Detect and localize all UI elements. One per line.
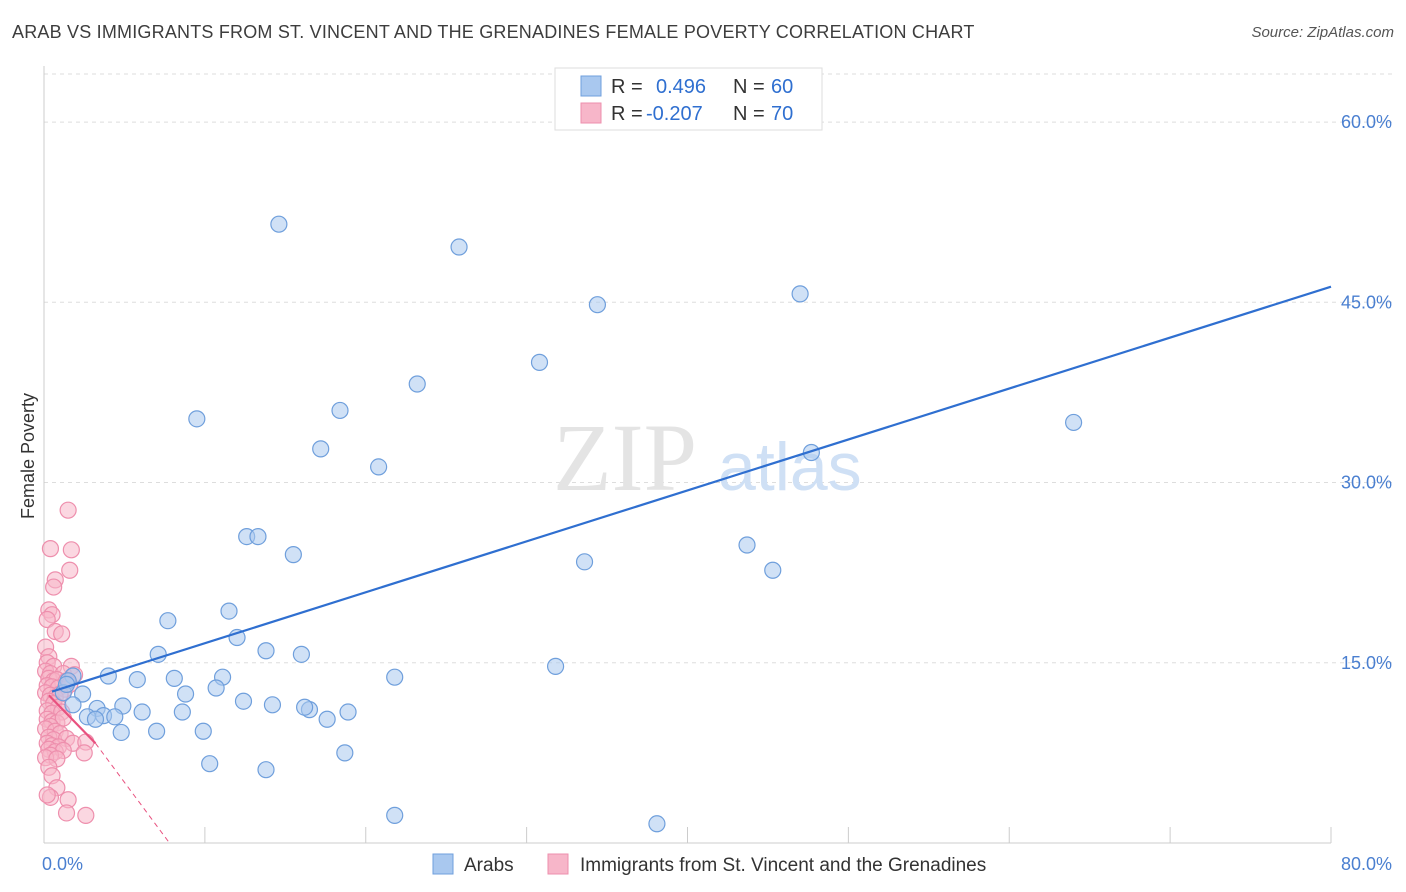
- immigrants-point-68: [57, 804, 76, 822]
- legend-n-value-1: 60: [771, 76, 793, 98]
- series-arabs-points: [54, 215, 1083, 833]
- x-axis-ticks: [204, 827, 1332, 843]
- bottom-legend-swatch-arabs: [432, 853, 454, 875]
- y-tick-label-2: 45.0%: [1341, 292, 1392, 312]
- legend-r-label-2: R =: [611, 103, 643, 125]
- source-credit: Source: ZipAtlas.com: [1251, 24, 1394, 41]
- immigrants-point-67: [38, 786, 56, 804]
- immigrants-point-10: [53, 625, 71, 643]
- watermark-zip: ZIP: [553, 404, 697, 511]
- y-tick-label-1: 30.0%: [1341, 473, 1392, 493]
- arabs-point-50: [318, 710, 336, 728]
- arabs-point-23: [292, 645, 310, 663]
- bottom-legend-immigrants: Immigrants from St. Vincent and the Gren…: [580, 855, 986, 876]
- immigrants-trend-extension: [95, 742, 170, 844]
- arabs-point-36: [176, 685, 195, 703]
- arabs-point-43: [296, 698, 314, 716]
- legend-swatch-immigrants: [580, 102, 602, 124]
- arabs-point-28: [128, 670, 146, 689]
- arabs-point-45: [173, 703, 191, 721]
- arabs-point-55: [336, 744, 354, 762]
- arabs-trend-line: [51, 285, 1332, 693]
- watermark: ZIP atlas: [553, 404, 862, 511]
- trend-lines: [48, 285, 1332, 844]
- arabs-point-5: [408, 375, 426, 393]
- immigrants-point-1: [41, 540, 60, 558]
- arabs-point-24: [546, 657, 565, 675]
- arabs-point-49: [106, 708, 124, 726]
- arabs-point-14: [284, 546, 302, 564]
- legend-n-label-2: N =: [733, 103, 765, 125]
- immigrants-point-5: [45, 578, 63, 596]
- legend-swatch-arabs: [580, 75, 602, 97]
- arabs-point-56: [201, 755, 219, 773]
- arabs-point-27: [165, 669, 183, 687]
- legend-r-value-1: 0.496: [656, 76, 706, 98]
- immigrants-point-61: [75, 744, 93, 762]
- arabs-point-46: [339, 703, 357, 721]
- arabs-point-44: [133, 703, 151, 721]
- arabs-point-2: [588, 296, 607, 314]
- arabs-point-35: [207, 679, 225, 697]
- x-tick-labels: 0.0% 80.0%: [42, 854, 1392, 874]
- arabs-point-10: [370, 458, 388, 476]
- arabs-point-13: [249, 528, 267, 546]
- arabs-point-19: [159, 612, 177, 630]
- x-tick-label-0: 0.0%: [42, 854, 83, 874]
- arabs-point-52: [194, 722, 212, 740]
- y-tick-labels: 15.0% 30.0% 45.0% 60.0%: [1341, 112, 1392, 673]
- legend-r-value-2: -0.207: [646, 103, 703, 125]
- watermark-atlas: atlas: [718, 429, 862, 505]
- immigrants-point-69: [77, 806, 95, 824]
- arabs-point-58: [386, 806, 404, 824]
- correlation-legend: R = 0.496 N = 60 R = -0.207 N = 70: [554, 67, 823, 131]
- arabs-point-54: [112, 723, 130, 742]
- y-axis-label: Female Poverty: [18, 393, 38, 519]
- arabs-point-8: [1064, 413, 1083, 432]
- immigrants-point-0: [59, 501, 77, 519]
- legend-n-value-2: 70: [771, 103, 793, 125]
- arabs-point-6: [331, 401, 349, 420]
- arabs-point-16: [738, 536, 756, 554]
- immigrants-trend-line: [48, 694, 97, 745]
- arabs-point-1: [450, 238, 468, 256]
- arabs-point-4: [530, 353, 549, 371]
- arabs-point-18: [220, 602, 238, 620]
- chart-title: ARAB VS IMMIGRANTS FROM ST. VINCENT AND …: [12, 22, 975, 42]
- arabs-point-53: [148, 722, 166, 740]
- arabs-point-51: [86, 710, 105, 728]
- immigrants-point-2: [62, 541, 80, 559]
- y-tick-label-0: 15.0%: [1341, 653, 1392, 673]
- immigrants-point-3: [61, 561, 79, 579]
- legend-r-label-1: R =: [611, 76, 643, 98]
- arabs-point-17: [764, 561, 782, 579]
- y-tick-label-3: 60.0%: [1341, 112, 1392, 132]
- series-legend: Arabs Immigrants from St. Vincent and th…: [432, 853, 986, 876]
- bottom-legend-arabs: Arabs: [464, 855, 514, 876]
- arabs-point-22: [257, 642, 275, 660]
- arabs-point-3: [791, 285, 809, 303]
- arabs-point-34: [74, 685, 92, 703]
- arabs-point-11: [802, 443, 820, 462]
- arabs-point-59: [648, 815, 666, 833]
- arabs-point-57: [257, 761, 275, 779]
- immigrants-point-8: [38, 610, 56, 629]
- arabs-point-25: [386, 668, 404, 686]
- arabs-point-38: [64, 696, 82, 714]
- legend-n-label-1: N =: [733, 76, 765, 98]
- arabs-point-7: [188, 410, 206, 428]
- x-tick-label-1: 80.0%: [1341, 854, 1392, 874]
- arabs-point-9: [312, 440, 330, 458]
- arabs-point-41: [263, 696, 282, 714]
- bottom-legend-swatch-immigrants: [547, 853, 569, 875]
- arabs-point-15: [575, 553, 594, 571]
- arabs-point-0: [270, 215, 288, 233]
- arabs-point-37: [234, 692, 253, 710]
- grid-lines: [44, 73, 1392, 664]
